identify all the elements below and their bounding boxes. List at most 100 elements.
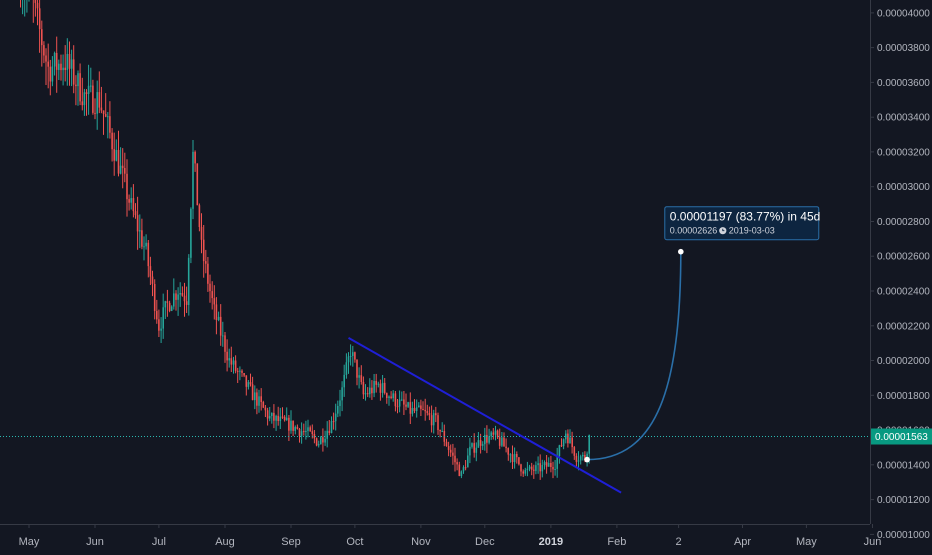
projection-end-point [678, 248, 684, 255]
candle-body [258, 396, 260, 406]
candle-body [273, 412, 275, 421]
candle-body [281, 416, 284, 418]
candle-body [292, 420, 294, 431]
x-tick-label: Sep [281, 536, 301, 548]
y-tick-label: 0.00002200 [877, 321, 930, 332]
candle-body [394, 393, 397, 407]
candle-body [456, 462, 458, 465]
candle-body [473, 443, 475, 453]
candle-body [379, 383, 382, 393]
candle-body [392, 393, 394, 399]
candle-body [166, 301, 169, 303]
candle-body [522, 471, 524, 474]
y-tick-label: 0.00004000 [877, 8, 930, 19]
candle-body [471, 443, 473, 447]
candle-body [300, 431, 303, 436]
candle-body [573, 447, 576, 456]
candle-body [396, 406, 399, 408]
candle-body [418, 405, 420, 408]
candle-body [415, 407, 418, 411]
candle-body [43, 45, 45, 56]
candle-body [190, 208, 192, 258]
candle-body [315, 438, 318, 446]
candle-body [87, 85, 90, 94]
x-tick-label: Aug [215, 536, 235, 548]
candle-body [173, 293, 175, 307]
candle-body [45, 55, 47, 62]
candle-body [149, 266, 152, 277]
candle-body [354, 352, 356, 360]
candle-body [349, 356, 352, 357]
candle-body [475, 447, 478, 453]
candle-body [294, 426, 296, 431]
candle-body [47, 61, 49, 67]
candle-body [320, 437, 322, 445]
candle-body [498, 437, 501, 446]
candle-body [539, 463, 541, 472]
candle-body [537, 463, 539, 466]
candle-body [307, 427, 309, 431]
candle-body [249, 382, 252, 385]
y-tick-label: 0.00002000 [877, 356, 930, 367]
candle-body [373, 381, 375, 394]
candle-body [345, 362, 348, 375]
candle-body [275, 415, 277, 421]
candle-body [486, 434, 488, 443]
candle-body [200, 227, 203, 240]
candle-body [130, 198, 132, 203]
candle-body [107, 116, 109, 118]
candle-body [575, 455, 578, 462]
candle-body [256, 392, 258, 406]
y-tick-label: 0.00003200 [877, 147, 930, 158]
candle-body [115, 150, 118, 161]
projection-label-price: 0.00002626 [670, 226, 718, 236]
candle-body [369, 387, 371, 395]
candle-body [360, 375, 363, 382]
candle-body [328, 430, 331, 433]
candle-body [509, 454, 512, 456]
candle-body [72, 59, 75, 85]
candle-body [179, 293, 181, 295]
candle-body [407, 402, 409, 407]
candle-body [326, 430, 328, 439]
candle-body [584, 455, 586, 461]
candle-body [464, 467, 467, 469]
x-tick-label: Nov [411, 536, 431, 548]
candle-body [588, 434, 590, 454]
candle-body [479, 440, 482, 446]
y-tick-label: 0.00003600 [877, 78, 930, 89]
candle-body [49, 66, 52, 82]
candle-body [347, 356, 350, 363]
candle-body [311, 431, 314, 434]
candle-body [156, 310, 158, 320]
candle-body [400, 399, 403, 401]
candle-body [215, 304, 218, 320]
candle-body [243, 373, 245, 376]
candle-body [119, 165, 122, 174]
candle-body [217, 316, 220, 320]
candle-body [102, 110, 105, 114]
candle-body [494, 430, 497, 435]
projection-start-point [584, 456, 590, 463]
candle-body [202, 239, 205, 262]
candle-body [560, 445, 563, 447]
candle-body [526, 468, 529, 470]
y-tick-label: 0.00002600 [877, 252, 930, 263]
candle-body [424, 409, 426, 412]
candle-body [467, 455, 469, 468]
candle-body [162, 307, 164, 329]
x-tick-label: Feb [607, 536, 626, 548]
candle-body [126, 173, 128, 200]
candle-body [556, 456, 558, 469]
candle-body [528, 466, 531, 469]
candle-body [322, 437, 324, 443]
candle-body [513, 454, 516, 463]
candle-body [290, 420, 292, 431]
candle-body [567, 433, 569, 444]
candle-body [520, 464, 522, 472]
candle-body [60, 63, 62, 71]
candle-body [296, 426, 299, 429]
y-tick-label: 0.00003000 [877, 182, 930, 193]
candle-body [90, 85, 92, 87]
